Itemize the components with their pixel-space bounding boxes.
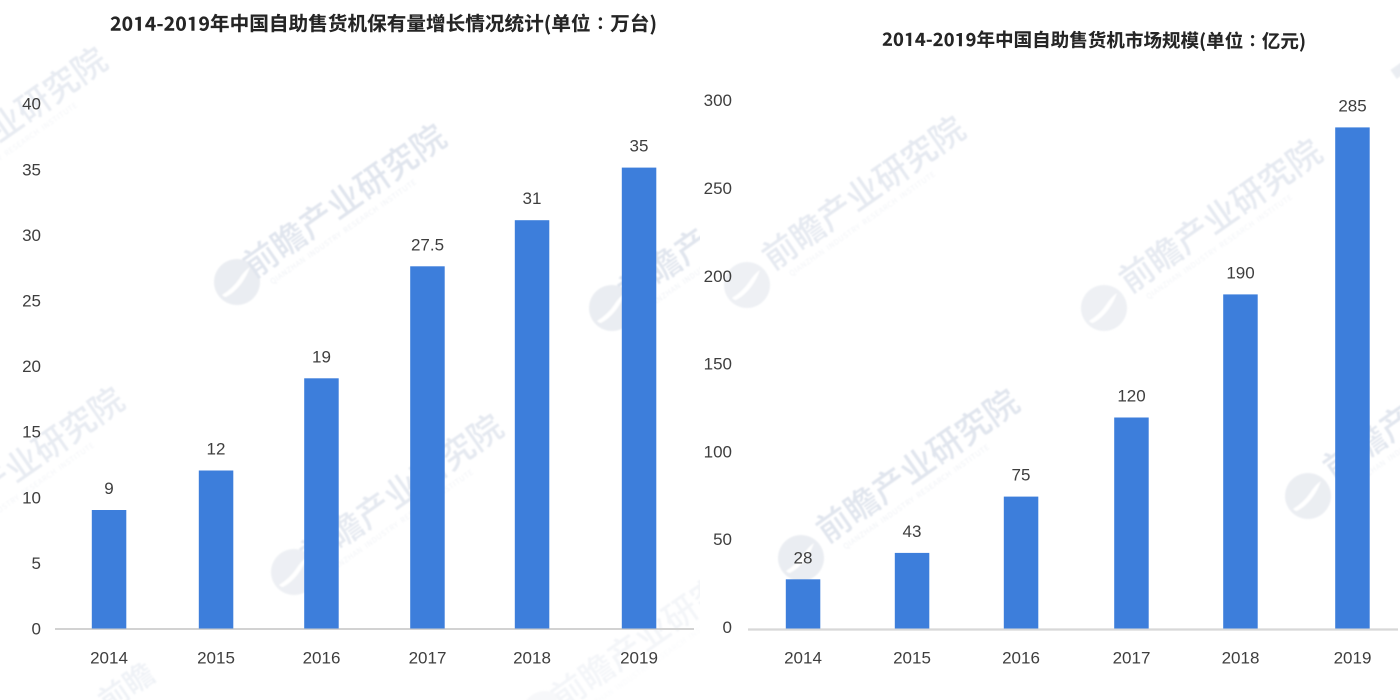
svg-text:50: 50 — [713, 530, 732, 549]
svg-text:40: 40 — [22, 95, 41, 114]
svg-text:19: 19 — [312, 347, 331, 366]
svg-text:2017: 2017 — [409, 649, 447, 668]
svg-text:15: 15 — [22, 423, 41, 442]
svg-text:43: 43 — [903, 522, 922, 541]
svg-text:0: 0 — [723, 618, 732, 637]
svg-text:35: 35 — [630, 137, 649, 156]
svg-text:25: 25 — [22, 292, 41, 311]
svg-text:2016: 2016 — [303, 649, 341, 668]
svg-text:2015: 2015 — [197, 649, 235, 668]
svg-text:2015: 2015 — [893, 649, 931, 668]
svg-text:2019: 2019 — [1334, 649, 1372, 668]
svg-text:2018: 2018 — [513, 649, 551, 668]
svg-text:27.5: 27.5 — [411, 235, 444, 254]
svg-text:120: 120 — [1117, 387, 1145, 406]
svg-text:28: 28 — [794, 548, 813, 567]
svg-text:75: 75 — [1012, 466, 1031, 485]
svg-text:100: 100 — [704, 442, 732, 461]
svg-text:285: 285 — [1338, 96, 1366, 115]
svg-text:35: 35 — [22, 160, 41, 179]
svg-text:2018: 2018 — [1222, 649, 1260, 668]
svg-text:2017: 2017 — [1113, 649, 1151, 668]
svg-text:2014: 2014 — [90, 649, 128, 668]
svg-text:20: 20 — [22, 357, 41, 376]
svg-text:2014: 2014 — [784, 649, 822, 668]
svg-text:250: 250 — [704, 179, 732, 198]
svg-text:31: 31 — [523, 189, 542, 208]
svg-text:30: 30 — [22, 226, 41, 245]
svg-text:2016: 2016 — [1002, 649, 1040, 668]
svg-text:9: 9 — [104, 479, 113, 498]
svg-text:190: 190 — [1226, 263, 1254, 282]
svg-text:2019: 2019 — [620, 649, 658, 668]
svg-text:10: 10 — [22, 488, 41, 507]
svg-text:150: 150 — [704, 355, 732, 374]
svg-text:0: 0 — [32, 620, 41, 639]
svg-text:300: 300 — [704, 91, 732, 110]
svg-text:5: 5 — [32, 554, 41, 573]
svg-text:12: 12 — [207, 440, 226, 459]
svg-text:200: 200 — [704, 267, 732, 286]
